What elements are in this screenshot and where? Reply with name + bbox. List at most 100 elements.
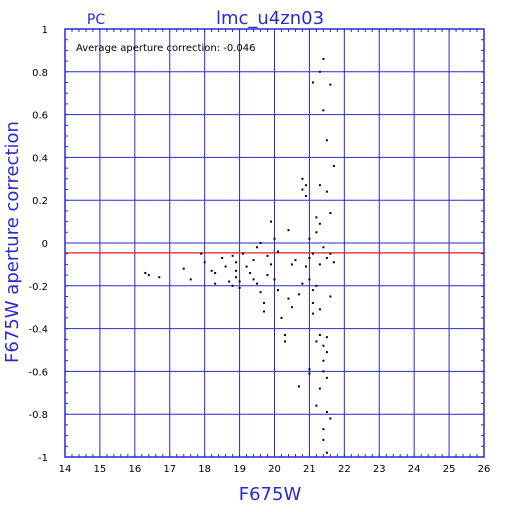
data-point <box>231 254 234 257</box>
x-tick-label: 23 <box>373 464 386 475</box>
data-point <box>304 194 307 197</box>
data-point <box>325 451 328 454</box>
data-point <box>301 282 304 285</box>
data-point <box>325 411 328 414</box>
x-tick-label: 21 <box>303 464 316 475</box>
data-point <box>147 274 150 277</box>
data-point <box>301 177 304 180</box>
data-point <box>318 222 321 225</box>
y-tick-label: 0.6 <box>32 111 48 122</box>
data-point <box>325 376 328 379</box>
data-point <box>245 265 248 268</box>
x-tick-label: 20 <box>268 464 281 475</box>
data-point <box>228 280 231 283</box>
y-tick-label: 0 <box>42 239 48 250</box>
data-point <box>252 259 255 262</box>
grid <box>64 28 485 458</box>
data-point <box>252 278 255 281</box>
data-point <box>329 212 332 215</box>
data-point <box>318 70 321 73</box>
data-point <box>273 237 276 240</box>
data-point <box>329 417 332 420</box>
data-point <box>214 271 217 274</box>
data-point <box>318 263 321 266</box>
x-axis-label: F675W <box>239 484 302 505</box>
data-point <box>308 237 311 240</box>
data-points <box>144 57 335 454</box>
data-point <box>301 188 304 191</box>
data-point <box>256 282 259 285</box>
x-tick-label: 15 <box>94 464 107 475</box>
data-point <box>287 297 290 300</box>
data-point <box>144 271 147 274</box>
y-axis-label: F675W aperture correction <box>2 121 23 363</box>
data-point <box>322 359 325 362</box>
data-point <box>311 81 314 84</box>
data-point <box>235 261 238 264</box>
data-point <box>203 261 206 264</box>
data-point <box>325 336 328 339</box>
x-tick-label: 26 <box>478 464 491 475</box>
data-point <box>270 263 273 266</box>
data-point <box>297 385 300 388</box>
data-point <box>329 295 332 298</box>
data-point <box>242 252 245 255</box>
data-point <box>214 282 217 285</box>
data-point <box>283 334 286 337</box>
x-tick-label: 19 <box>233 464 246 475</box>
data-point <box>325 139 328 142</box>
data-point <box>329 252 332 255</box>
data-point <box>158 276 161 279</box>
tick-labels: 14 15 16 17 18 19 20 21 22 23 24 25 26 -1 -0.8 -0.6 -0.4… <box>28 25 490 475</box>
data-point <box>322 428 325 431</box>
data-point <box>311 252 314 255</box>
data-point <box>318 184 321 187</box>
data-point <box>238 280 241 283</box>
data-point <box>290 306 293 309</box>
x-tick-label: 24 <box>408 464 421 475</box>
data-point <box>322 438 325 441</box>
data-point <box>273 278 276 281</box>
data-point <box>182 267 185 270</box>
x-tick-label: 17 <box>163 464 176 475</box>
y-tick-label: 0.2 <box>32 196 48 207</box>
data-point <box>231 284 234 287</box>
y-tick-label: 0.8 <box>32 68 48 79</box>
y-tick-label: -0.2 <box>28 282 48 293</box>
data-point <box>308 278 311 281</box>
data-point <box>318 308 321 311</box>
data-point <box>315 404 318 407</box>
data-point <box>276 289 279 292</box>
data-point <box>315 231 318 234</box>
data-point <box>221 256 224 259</box>
data-point <box>294 259 297 262</box>
x-tick-label: 22 <box>338 464 351 475</box>
data-point <box>322 370 325 373</box>
data-point <box>304 265 307 268</box>
y-tick-label: -1 <box>38 453 48 464</box>
data-point <box>332 164 335 167</box>
data-point <box>263 310 266 313</box>
data-point <box>287 229 290 232</box>
x-tick-label: 14 <box>59 464 72 475</box>
data-point <box>322 344 325 347</box>
average-correction-note: Average aperture correction: -0.046 <box>76 43 256 54</box>
data-point <box>322 57 325 60</box>
data-point <box>322 109 325 112</box>
data-point <box>308 372 311 375</box>
chart-title: lmc_u4zn03 <box>216 8 324 29</box>
plot-frame <box>64 28 485 458</box>
data-point <box>249 271 252 274</box>
data-point <box>311 289 314 292</box>
data-point <box>318 334 321 337</box>
data-point <box>297 293 300 296</box>
data-point <box>283 340 286 343</box>
data-point <box>238 286 241 289</box>
x-tick-label: 16 <box>128 464 141 475</box>
data-point <box>280 316 283 319</box>
data-point <box>308 368 311 371</box>
data-point <box>308 256 311 259</box>
y-tick-label: -0.8 <box>28 410 48 421</box>
x-tick-label: 18 <box>198 464 211 475</box>
data-point <box>189 278 192 281</box>
